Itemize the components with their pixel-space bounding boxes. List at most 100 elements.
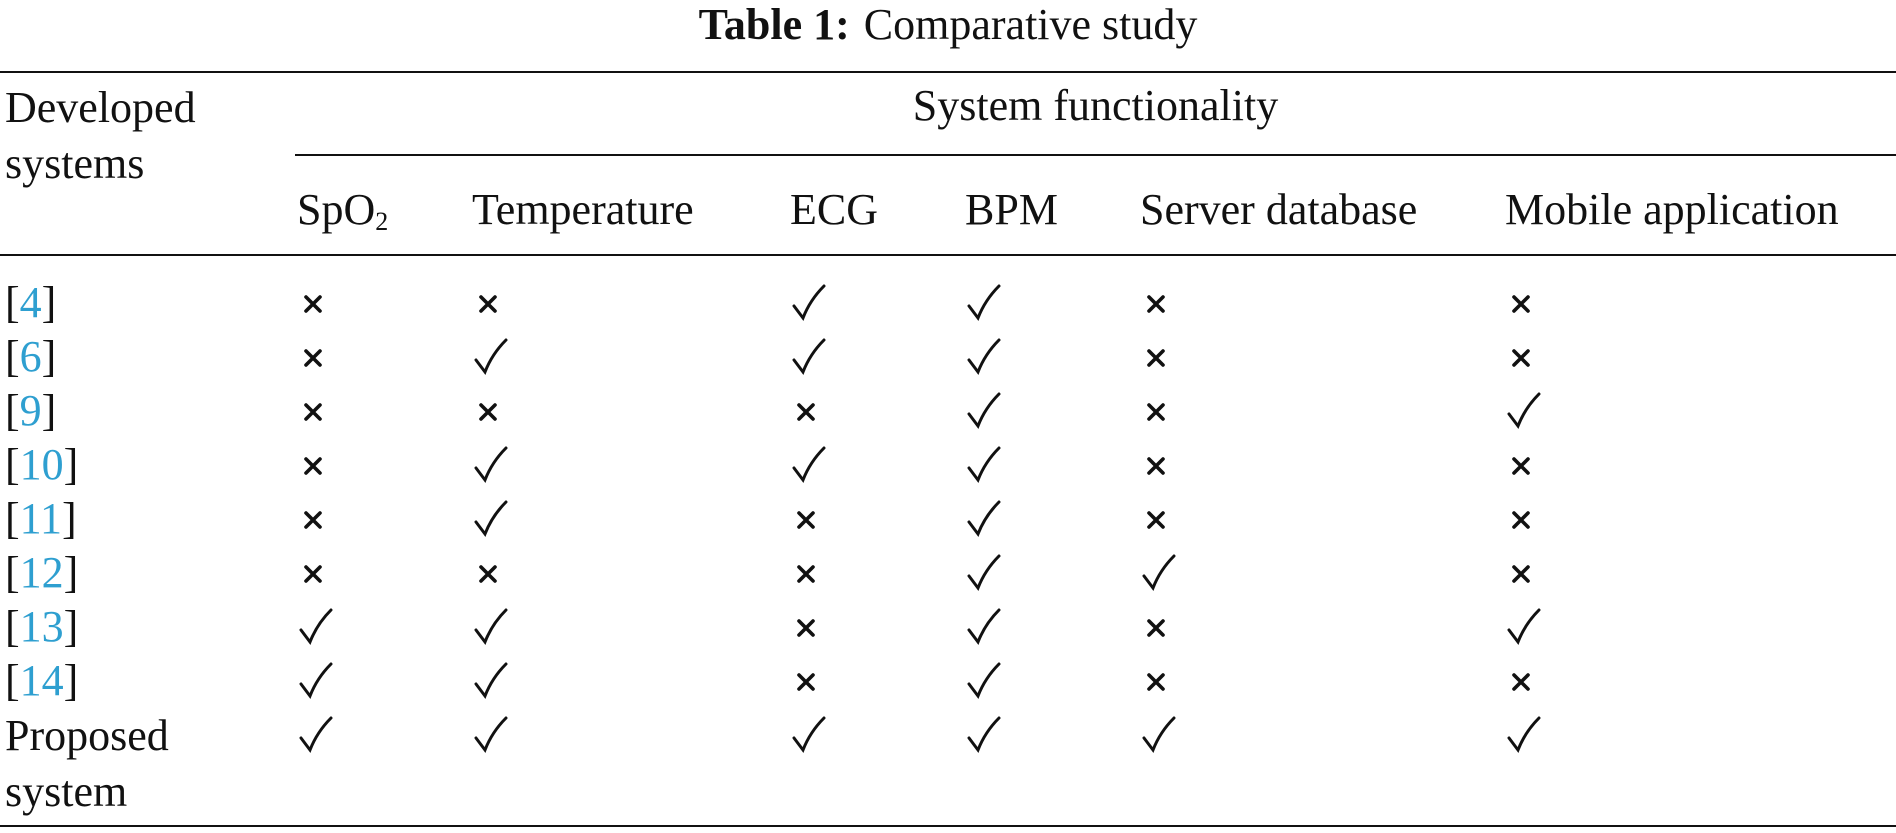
check-icon <box>965 384 1005 438</box>
reference-link[interactable]: 14 <box>19 656 64 705</box>
check-icon <box>965 708 1005 762</box>
column-header-text: ECG <box>790 185 878 234</box>
check-icon <box>790 276 830 330</box>
row-reference: [6] <box>5 330 56 384</box>
check-icon <box>965 492 1005 546</box>
reference-link[interactable]: 11 <box>19 494 63 543</box>
column-header-bpm: BPM <box>965 180 1058 240</box>
check-icon <box>297 708 337 762</box>
cross-icon <box>472 276 512 330</box>
bracket-close: ] <box>41 386 57 435</box>
reference-link[interactable]: 4 <box>19 278 42 327</box>
header-system-functionality: System functionality <box>912 81 1279 130</box>
row-reference: [14] <box>5 654 78 708</box>
cross-icon <box>472 384 512 438</box>
check-icon <box>965 654 1005 708</box>
check-icon <box>472 708 512 762</box>
cross-icon <box>297 438 337 492</box>
check-icon <box>1140 546 1180 600</box>
check-icon <box>965 546 1005 600</box>
bottom-rule <box>0 825 1896 827</box>
bracket-open: [ <box>5 332 20 381</box>
column-header-subscript: 2 <box>375 207 389 236</box>
reference-link[interactable]: 10 <box>19 440 64 489</box>
cross-icon <box>1140 438 1180 492</box>
cross-icon <box>790 654 830 708</box>
bracket-close: ] <box>41 278 57 327</box>
check-icon <box>1505 600 1545 654</box>
row-label-proposed-system: Proposed system <box>5 711 169 816</box>
check-icon <box>297 654 337 708</box>
cross-icon <box>1140 600 1180 654</box>
bracket-close: ] <box>63 602 79 651</box>
column-header-text: BPM <box>965 185 1058 234</box>
check-icon <box>1505 708 1545 762</box>
cross-icon <box>1505 330 1545 384</box>
bracket-open: [ <box>5 494 20 543</box>
bracket-close: ] <box>63 656 79 705</box>
column-header-temperature: Temperature <box>472 180 694 240</box>
check-icon <box>472 654 512 708</box>
bracket-open: [ <box>5 656 20 705</box>
cross-icon <box>1140 330 1180 384</box>
table-caption: Table 1: Comparative study <box>0 0 1896 50</box>
row-reference: [12] <box>5 546 78 600</box>
bracket-open: [ <box>5 278 20 327</box>
check-icon <box>965 330 1005 384</box>
cross-icon <box>297 546 337 600</box>
check-icon <box>472 330 512 384</box>
cross-icon <box>472 546 512 600</box>
bracket-open: [ <box>5 548 20 597</box>
check-icon <box>965 600 1005 654</box>
caption-title: Comparative study <box>863 0 1198 49</box>
cross-icon <box>1505 276 1545 330</box>
cross-icon <box>790 384 830 438</box>
cross-icon <box>297 330 337 384</box>
reference-link[interactable]: 12 <box>19 548 64 597</box>
bracket-open: [ <box>5 386 20 435</box>
column-header-ecg: ECG <box>790 180 878 240</box>
check-icon <box>790 330 830 384</box>
bracket-close: ] <box>63 440 79 489</box>
header-bottom-rule <box>0 254 1896 256</box>
column-header-text: Server database <box>1140 185 1418 234</box>
check-icon <box>965 276 1005 330</box>
group-rule <box>295 154 1896 156</box>
cross-icon <box>297 276 337 330</box>
check-icon <box>1140 708 1180 762</box>
bracket-close: ] <box>63 548 79 597</box>
check-icon <box>790 708 830 762</box>
cross-icon <box>1505 492 1545 546</box>
header-developed-systems: Developed systems <box>5 83 196 188</box>
column-header-mobile-application: Mobile application <box>1505 180 1839 240</box>
bracket-open: [ <box>5 440 20 489</box>
cross-icon <box>297 492 337 546</box>
top-rule <box>0 71 1896 73</box>
cross-icon <box>1140 492 1180 546</box>
check-icon <box>965 438 1005 492</box>
cross-icon <box>1505 438 1545 492</box>
row-reference: [10] <box>5 438 78 492</box>
check-icon <box>297 600 337 654</box>
check-icon <box>1505 384 1545 438</box>
column-header-text: Mobile application <box>1505 185 1839 234</box>
cross-icon <box>1140 654 1180 708</box>
row-reference: [11] <box>5 492 77 546</box>
column-header-text: SpO <box>297 185 376 234</box>
check-icon <box>790 438 830 492</box>
cross-icon <box>297 384 337 438</box>
row-reference: [13] <box>5 600 78 654</box>
bracket-open: [ <box>5 602 20 651</box>
cross-icon <box>1140 276 1180 330</box>
reference-link[interactable]: 13 <box>19 602 64 651</box>
cross-icon <box>790 492 830 546</box>
cross-icon <box>790 600 830 654</box>
cross-icon <box>1505 546 1545 600</box>
cross-icon <box>790 546 830 600</box>
cross-icon <box>1140 384 1180 438</box>
reference-link[interactable]: 9 <box>19 386 42 435</box>
caption-label: Table 1: <box>698 0 850 49</box>
reference-link[interactable]: 6 <box>19 332 42 381</box>
row-reference: [9] <box>5 384 56 438</box>
row-reference: [4] <box>5 276 56 330</box>
